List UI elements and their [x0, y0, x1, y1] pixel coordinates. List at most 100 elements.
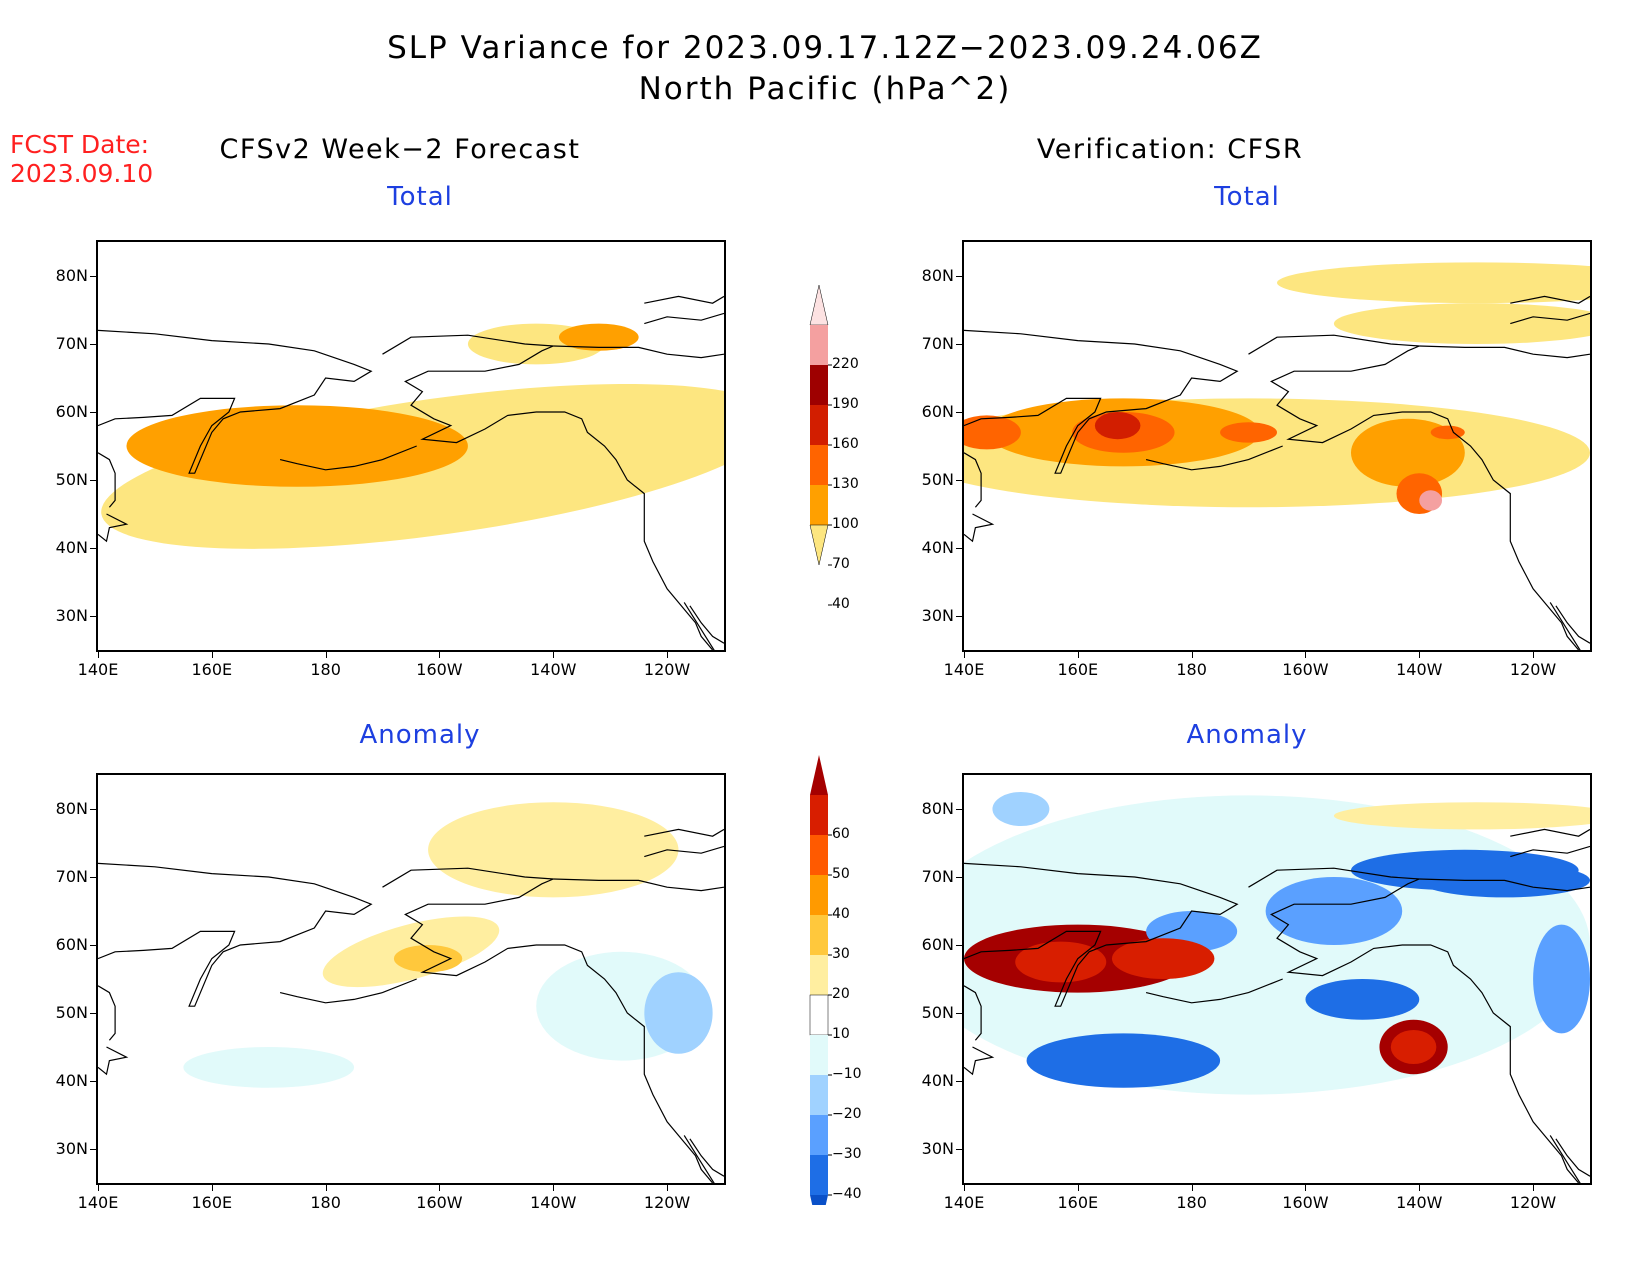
forecast-anomaly-subtitle: Anomaly	[359, 720, 481, 750]
contour-blob	[964, 415, 1021, 450]
coastline	[1145, 445, 1283, 471]
latitude-tick-label: 70N	[55, 867, 88, 886]
latitude-tick	[956, 616, 962, 617]
coastline	[644, 312, 724, 325]
longitude-tick	[439, 1185, 441, 1191]
longitude-tick-label: 180	[310, 660, 341, 679]
colorbar-label: −20	[832, 1106, 862, 1122]
contour-blob	[1265, 877, 1403, 945]
longitude-tick	[1305, 1185, 1307, 1191]
latitude-tick	[956, 1149, 962, 1150]
latitude-tick-label: 30N	[921, 606, 954, 625]
latitude-tick	[956, 480, 962, 481]
colorbar-segment	[810, 835, 828, 875]
latitude-tick-label: 50N	[921, 1003, 954, 1022]
latitude-tick	[90, 480, 96, 481]
fcst-date-value: 2023.09.10	[10, 159, 154, 188]
latitude-tick-label: 60N	[55, 935, 88, 954]
latitude-tick-label: 40N	[55, 1071, 88, 1090]
contour-blob	[428, 802, 679, 898]
colorbar-label: −40	[832, 1186, 862, 1202]
colorbar-segment	[810, 485, 828, 525]
coastline	[98, 329, 373, 474]
coastline	[964, 862, 1239, 1007]
coastline	[644, 845, 724, 858]
latitude-tick-label: 70N	[921, 334, 954, 353]
longitude-tick	[1305, 652, 1307, 658]
longitude-tick-label: 180	[310, 1193, 341, 1212]
map-panel-verification-total	[962, 240, 1592, 652]
figure-title-line1: SLP Variance for 2023.09.17.12Z−2023.09.…	[387, 30, 1263, 66]
latitude-tick-label: 30N	[55, 606, 88, 625]
contour-blob	[992, 792, 1050, 826]
contour-blob	[1333, 802, 1590, 830]
longitude-tick	[1191, 652, 1193, 658]
longitude-tick	[553, 652, 555, 658]
coastline	[964, 452, 982, 508]
contour-blob	[1015, 941, 1107, 983]
colorbar-segment	[810, 1155, 828, 1195]
longitude-tick	[211, 652, 213, 658]
longitude-tick	[667, 1185, 669, 1191]
colorbar-segment	[810, 1075, 828, 1115]
colorbar-top-arrow	[810, 755, 828, 795]
verification-anomaly-subtitle: Anomaly	[1186, 720, 1308, 750]
contour-blob	[1094, 412, 1141, 440]
coastline	[1419, 345, 1590, 359]
longitude-tick-label: 160E	[191, 1193, 233, 1212]
latitude-tick	[90, 809, 96, 810]
coastline	[964, 1046, 995, 1076]
contour-blob	[1220, 422, 1277, 443]
total-colorbar: 220 190 160 130 100 70 40	[800, 285, 880, 615]
coastline	[964, 329, 1239, 474]
coastline	[1248, 334, 1580, 650]
latitude-tick	[90, 945, 96, 946]
coastline	[1248, 867, 1580, 1183]
contour-blob	[183, 1047, 355, 1088]
longitude-tick-label: 140W	[530, 660, 577, 679]
latitude-tick-label: 40N	[55, 538, 88, 557]
longitude-tick	[98, 652, 99, 658]
latitude-tick	[956, 877, 962, 878]
colorbar-label: 70	[832, 556, 850, 572]
longitude-tick	[1077, 652, 1079, 658]
latitude-tick	[90, 276, 96, 277]
contour-blob	[558, 323, 639, 351]
longitude-tick-label: 160E	[1057, 660, 1099, 679]
latitude-tick	[90, 548, 96, 549]
latitude-tick-label: 70N	[55, 334, 88, 353]
longitude-tick-label: 140W	[1396, 660, 1443, 679]
longitude-tick-label: 140E	[77, 660, 119, 679]
coastline	[98, 985, 116, 1041]
latitude-tick	[956, 809, 962, 810]
coastline	[382, 334, 714, 650]
coastline	[644, 828, 724, 837]
colorbar-label: 40	[832, 906, 850, 922]
longitude-tick-label: 140E	[943, 1193, 985, 1212]
longitude-tick-label: 120W	[643, 660, 691, 679]
coastline	[689, 605, 724, 644]
latitude-tick-label: 40N	[921, 1071, 954, 1090]
latitude-tick-label: 50N	[55, 1003, 88, 1022]
colorbar-label: 50	[832, 866, 850, 882]
map-svg	[98, 295, 724, 650]
coastline	[98, 1046, 129, 1076]
colorbar-bottom-arrow	[809, 524, 829, 566]
map-panel-forecast-anomaly	[96, 773, 726, 1185]
longitude-tick	[325, 1185, 327, 1191]
longitude-tick	[1533, 1185, 1535, 1191]
colorbar-label: 190	[832, 396, 859, 412]
coastline	[1510, 828, 1590, 837]
longitude-tick-label: 140W	[1396, 1193, 1443, 1212]
latitude-tick-label: 40N	[921, 538, 954, 557]
contour-blob	[1533, 924, 1590, 1034]
colorbar-segment	[810, 915, 828, 955]
latitude-tick	[90, 877, 96, 878]
latitude-tick-label: 50N	[921, 470, 954, 489]
coastline	[279, 978, 417, 1004]
colorbar-segment	[810, 445, 828, 485]
forecast-column-title: CFSv2 Week−2 Forecast	[219, 134, 581, 165]
latitude-tick	[90, 344, 96, 345]
coastline	[553, 878, 724, 892]
latitude-tick	[956, 548, 962, 549]
